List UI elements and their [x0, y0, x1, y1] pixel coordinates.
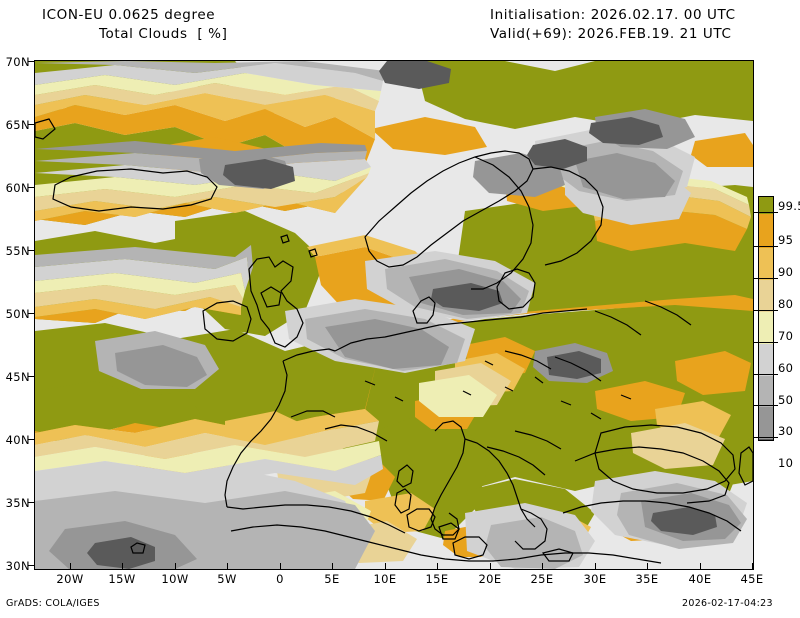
x-tick-label-25E: 25E — [530, 572, 554, 586]
x-tick-label-45E: 45E — [740, 572, 764, 586]
x-tick-mark — [122, 563, 123, 569]
colorbar-label-10: 10 — [778, 456, 794, 470]
x-tick-mark — [700, 563, 701, 569]
colorbar-band-30-50 — [759, 407, 773, 439]
coastline-layer — [35, 118, 753, 564]
x-tick-label-20W: 20W — [56, 572, 84, 586]
valid-time: Valid(+69): 2026.FEB.19. 21 UTC — [490, 26, 732, 42]
y-tick-mark — [28, 565, 34, 566]
x-tick-mark — [70, 563, 71, 569]
x-tick-mark — [595, 563, 596, 569]
x-tick-mark — [542, 563, 543, 569]
colorbar-band-95-99_5 — [759, 214, 773, 248]
y-tick-label-30N: 30N — [5, 559, 30, 573]
grads-credit: GrADS: COLA/IGES — [6, 598, 100, 609]
y-tick-mark — [28, 313, 34, 314]
colorbar-tick-mark — [754, 310, 778, 311]
y-tick-mark — [28, 124, 34, 125]
header-left-block: ICON-EU 0.0625 degree Total Clouds [ %] — [42, 6, 227, 44]
colorbar-tick-mark — [754, 246, 778, 247]
y-tick-label-45N: 45N — [5, 370, 30, 384]
colorbar-band-10-30 — [759, 439, 773, 440]
colorbar-band-80-90 — [759, 280, 773, 312]
y-tick-mark — [28, 439, 34, 440]
x-tick-label-15E: 15E — [425, 572, 449, 586]
colorbar-band-gt99_5 — [759, 197, 773, 214]
colorbar-tick-mark — [754, 405, 778, 406]
colorbar-tick-mark — [754, 278, 778, 279]
y-tick-label-70N: 70N — [5, 55, 30, 69]
y-tick-mark — [28, 61, 34, 62]
x-tick-mark — [227, 563, 228, 569]
x-tick-label-10W: 10W — [161, 572, 189, 586]
model-title: ICON-EU 0.0625 degree — [42, 7, 216, 23]
colorbar-label-30: 30 — [778, 424, 794, 438]
raster-layer — [35, 61, 753, 569]
x-tick-mark — [752, 563, 753, 569]
y-tick-label-50N: 50N — [5, 307, 30, 321]
y-tick-mark — [28, 187, 34, 188]
field-title: Total Clouds [ %] — [99, 26, 228, 42]
x-tick-label-35E: 35E — [635, 572, 659, 586]
x-tick-label-0: 0 — [276, 572, 284, 586]
x-tick-mark — [437, 563, 438, 569]
x-tick-mark — [647, 563, 648, 569]
colorbar-label-99_5: 99.5 — [778, 199, 800, 213]
x-tick-mark — [280, 563, 281, 569]
colorbar — [758, 196, 774, 441]
x-tick-label-5E: 5E — [324, 572, 340, 586]
x-tick-label-5W: 5W — [217, 572, 237, 586]
colorbar-label-95: 95 — [778, 233, 794, 247]
colorbar-label-50: 50 — [778, 393, 794, 407]
y-tick-mark — [28, 250, 34, 251]
colorbar-tick-mark — [754, 437, 778, 438]
initialisation-time: Initialisation: 2026.02.17. 00 UTC — [490, 7, 736, 23]
y-tick-label-40N: 40N — [5, 433, 30, 447]
x-tick-mark — [332, 563, 333, 569]
colorbar-label-90: 90 — [778, 265, 794, 279]
render-timestamp: 2026-02-17-04:23 — [682, 598, 773, 609]
map-plot-area — [34, 60, 754, 570]
y-tick-label-65N: 65N — [5, 118, 30, 132]
colorbar-label-70: 70 — [778, 329, 794, 343]
colorbar-tick-mark — [754, 342, 778, 343]
x-tick-label-40E: 40E — [688, 572, 712, 586]
cloud-cover-raster — [35, 61, 753, 569]
colorbar-label-60: 60 — [778, 361, 794, 375]
header: ICON-EU 0.0625 degree Total Clouds [ %] … — [0, 0, 800, 56]
x-tick-mark — [385, 563, 386, 569]
colorbar-tick-mark — [754, 212, 778, 213]
x-tick-label-30E: 30E — [583, 572, 607, 586]
x-tick-mark — [490, 563, 491, 569]
colorbar-band-60-70 — [759, 344, 773, 376]
y-tick-label-55N: 55N — [5, 244, 30, 258]
colorbar-band-70-80 — [759, 312, 773, 344]
y-tick-mark — [28, 376, 34, 377]
colorbar-band-50-60 — [759, 376, 773, 407]
colorbar-tick-mark — [754, 374, 778, 375]
y-tick-label-60N: 60N — [5, 181, 30, 195]
x-tick-label-10E: 10E — [373, 572, 397, 586]
colorbar-label-80: 80 — [778, 297, 794, 311]
colorbar-band-90-95 — [759, 248, 773, 280]
x-tick-mark — [175, 563, 176, 569]
header-right-block: Initialisation: 2026.02.17. 00 UTC Valid… — [490, 6, 736, 44]
x-tick-label-20E: 20E — [478, 572, 502, 586]
y-tick-mark — [28, 502, 34, 503]
y-tick-label-35N: 35N — [5, 496, 30, 510]
x-tick-label-15W: 15W — [108, 572, 136, 586]
